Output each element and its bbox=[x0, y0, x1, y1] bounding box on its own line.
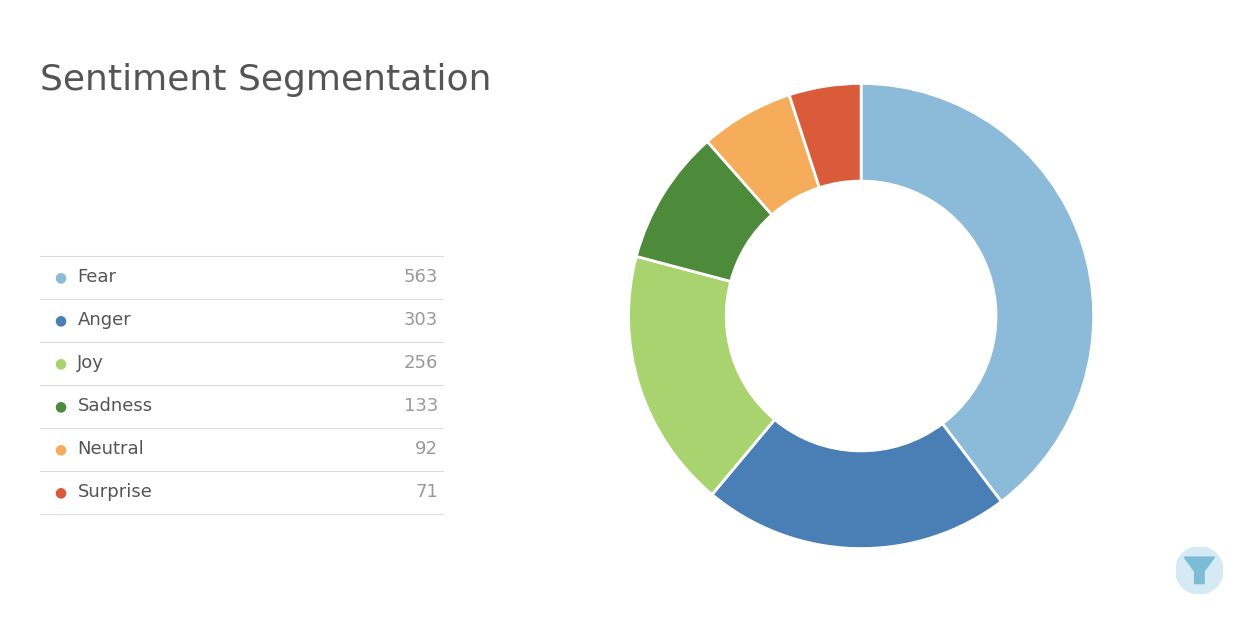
Wedge shape bbox=[861, 83, 1093, 502]
Text: ●: ● bbox=[54, 356, 66, 370]
Text: 133: 133 bbox=[403, 398, 438, 415]
Wedge shape bbox=[789, 83, 861, 188]
Text: ●: ● bbox=[54, 485, 66, 499]
Text: ●: ● bbox=[54, 399, 66, 413]
Text: Fear: Fear bbox=[77, 269, 116, 286]
Text: Anger: Anger bbox=[77, 312, 131, 329]
Wedge shape bbox=[636, 142, 773, 281]
Text: ●: ● bbox=[54, 313, 66, 327]
Text: Neutral: Neutral bbox=[77, 441, 144, 458]
Wedge shape bbox=[708, 95, 820, 215]
Text: Sadness: Sadness bbox=[77, 398, 152, 415]
Text: 71: 71 bbox=[416, 483, 438, 501]
Text: 563: 563 bbox=[403, 269, 438, 286]
Wedge shape bbox=[629, 257, 775, 494]
Text: ●: ● bbox=[54, 270, 66, 284]
Text: 303: 303 bbox=[404, 312, 438, 329]
Text: 92: 92 bbox=[416, 441, 438, 458]
Text: Sentiment Segmentation: Sentiment Segmentation bbox=[40, 63, 492, 97]
Text: Joy: Joy bbox=[77, 355, 105, 372]
Text: ●: ● bbox=[54, 442, 66, 456]
Wedge shape bbox=[713, 420, 1001, 549]
Circle shape bbox=[1176, 547, 1223, 594]
Text: 256: 256 bbox=[403, 355, 438, 372]
Text: Surprise: Surprise bbox=[77, 483, 152, 501]
Polygon shape bbox=[1184, 557, 1214, 583]
